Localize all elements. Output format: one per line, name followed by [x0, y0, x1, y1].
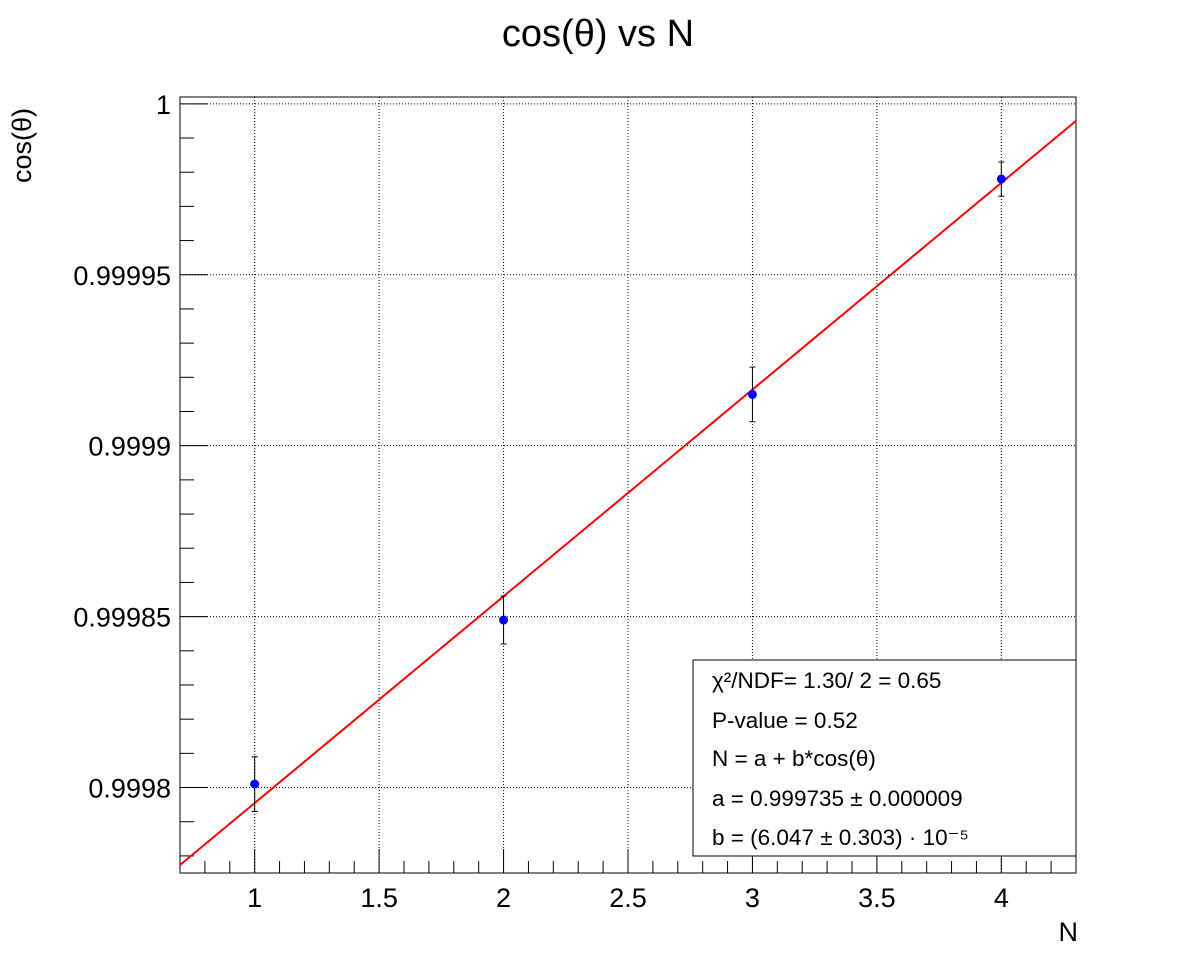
stat-formula: N = a + b*cos(θ) — [712, 746, 876, 771]
chart-title: cos(θ) vs N — [502, 13, 694, 55]
data-points — [250, 161, 1006, 812]
x-tick-label: 2.5 — [609, 883, 647, 913]
stat-pvalue: P-value = 0.52 — [712, 708, 858, 733]
x-tick-label: 4 — [994, 883, 1009, 913]
y-axis-label: cos(θ) — [7, 108, 37, 183]
x-tick-label: 1 — [247, 883, 262, 913]
data-point — [996, 174, 1006, 184]
x-tick-label: 3.5 — [858, 883, 896, 913]
stat-param-a: a = 0.999735 ± 0.000009 — [712, 786, 963, 811]
stats-box-frame — [692, 659, 1077, 857]
x-tick-label: 3 — [745, 883, 760, 913]
fit-line — [179, 120, 1077, 866]
fit-line-group — [179, 120, 1077, 866]
data-point — [250, 779, 260, 789]
x-tick-label: 2 — [496, 883, 511, 913]
y-tick-label: 0.99995 — [73, 261, 171, 291]
tick-labels: 1 1.5 2 2.5 3 3.5 4 0.9998 0.99985 0.9999 0.99995 1 — [73, 90, 1008, 913]
y-tick-label: 0.9998 — [88, 774, 171, 804]
data-point — [747, 389, 757, 399]
x-axis-label: N — [1059, 917, 1079, 947]
grid — [180, 97, 1076, 873]
axis-ticks — [179, 103, 1077, 873]
y-tick-label: 0.99985 — [73, 603, 171, 633]
y-tick-label: 0.9999 — [88, 432, 171, 462]
x-tick-label: 1.5 — [360, 883, 398, 913]
y-tick-label: 1 — [156, 90, 171, 120]
fit-stats-box: χ²/NDF= 1.30/ 2 = 0.65 P-value = 0.52 N … — [692, 659, 1077, 857]
stat-param-b: b = (6.047 ± 0.303) · 10⁻⁵ — [712, 825, 969, 850]
data-point — [499, 615, 509, 625]
stat-chi2: χ²/NDF= 1.30/ 2 = 0.65 — [712, 668, 941, 693]
